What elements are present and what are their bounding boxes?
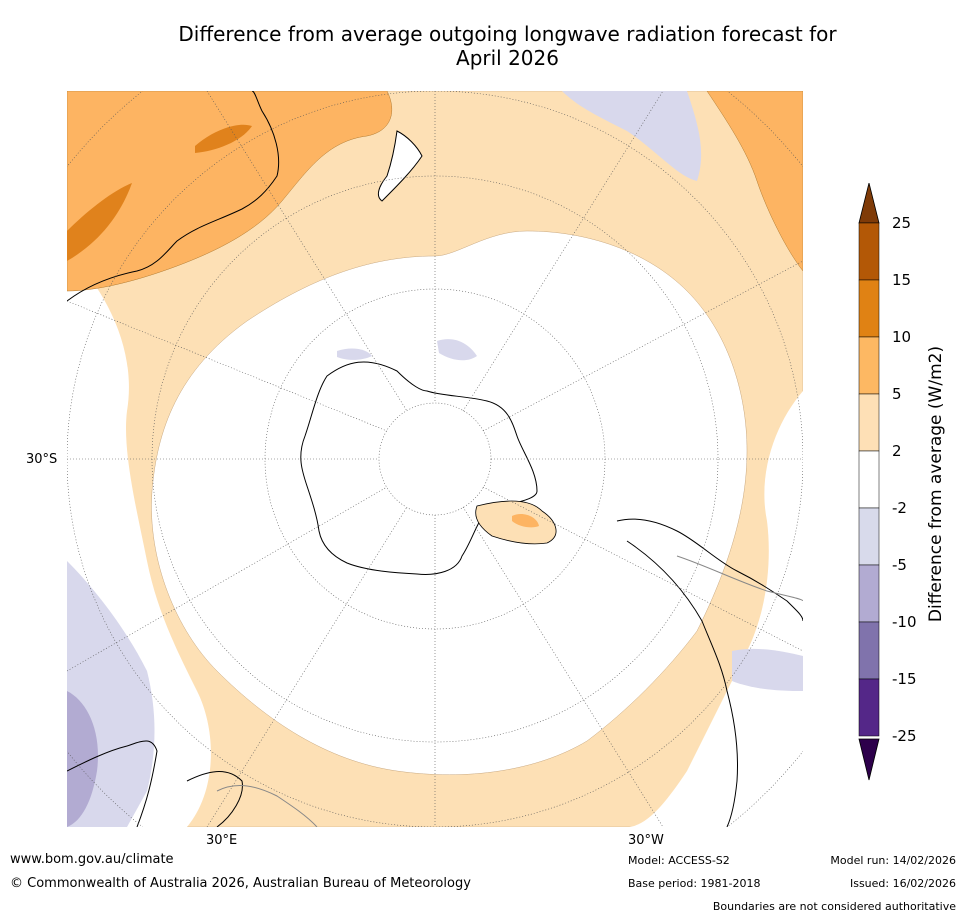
- anomaly-pos-5-10-ne: [706, 91, 803, 272]
- colorbar-tick-label: 2: [892, 442, 902, 460]
- graticule: [67, 91, 803, 827]
- polar-map: [67, 91, 803, 827]
- colorbar-tick-label: -5: [892, 556, 907, 574]
- footer-website[interactable]: www.bom.gov.au/climate: [10, 852, 174, 867]
- anomaly-neg-se: [732, 648, 803, 691]
- colorbar-title: Difference from average (W/m2): [926, 345, 946, 623]
- colorbar-bin: [858, 336, 880, 395]
- colorbar-bins: [858, 222, 880, 737]
- footer-model-run: Model run: 14/02/2026: [830, 854, 956, 867]
- anomaly-neg-sw-dark: [67, 691, 98, 827]
- colorbar-tick-label: 10: [892, 328, 912, 346]
- madagascar-coastline: [186, 771, 243, 827]
- anomaly-neg-antarctic-2: [337, 348, 372, 360]
- colorbar-bin: [858, 279, 880, 338]
- colorbar-tick-label: -10: [892, 613, 917, 631]
- footer-copyright: © Commonwealth of Australia 2026, Austra…: [10, 876, 471, 891]
- africa-coastline: [67, 740, 158, 827]
- colorbar-over-arrow: [858, 183, 880, 224]
- colorbar-bin: [858, 678, 880, 737]
- lon-label-30e: 30°E: [206, 833, 238, 848]
- footer-base-period: Base period: 1981-2018: [628, 877, 761, 890]
- south-america-border-gray: [676, 555, 803, 602]
- footer-model: Model: ACCESS-S2: [628, 854, 730, 867]
- lat-label-30s: 30°S: [26, 452, 58, 467]
- south-america-coastline: [616, 518, 803, 622]
- anomaly-pos-ring: [67, 91, 803, 827]
- lon-label-30w: 30°W: [628, 833, 664, 848]
- africa-border-gray: [216, 785, 318, 827]
- anomaly-pos-10-15: [67, 183, 132, 261]
- colorbar-tick-label: 25: [892, 214, 912, 232]
- colorbar-bin: [858, 507, 880, 566]
- colorbar: [858, 183, 880, 781]
- colorbar-tick-label: -2: [892, 499, 907, 517]
- new-zealand-coastline: [377, 130, 423, 202]
- chart-title: Difference from average outgoing longwav…: [60, 22, 955, 70]
- colorbar-tick-label: 5: [892, 385, 902, 403]
- colorbar-bin: [858, 621, 880, 680]
- anomaly-neg-north: [562, 91, 702, 181]
- footer-disclaimer: Boundaries are not considered authoritat…: [712, 900, 956, 913]
- colorbar-bin: [858, 564, 880, 623]
- colorbar-bin: [858, 393, 880, 452]
- anomaly-pos-peninsula: [512, 514, 539, 528]
- antarctica-coastline: [300, 361, 538, 575]
- anomaly-neg-antarctic: [437, 339, 477, 361]
- colorbar-bin: [858, 450, 880, 509]
- colorbar-tick-label: -15: [892, 670, 917, 688]
- footer-issued: Issued: 16/02/2026: [849, 877, 956, 890]
- anomaly-pos-10-15-2: [195, 124, 252, 153]
- anomaly-pos-5-10: [67, 91, 393, 292]
- colorbar-under-arrow: [858, 738, 880, 781]
- anomaly-neutral-zone-2: [627, 391, 803, 827]
- colorbar-tick-label: 15: [892, 271, 912, 289]
- australia-coastline: [67, 91, 280, 302]
- title-line-2: April 2026: [456, 46, 559, 70]
- title-line-1: Difference from average outgoing longwav…: [178, 22, 837, 46]
- colorbar-bin: [858, 222, 880, 281]
- south-america-coastline-2: [626, 540, 738, 827]
- colorbar-tick-label: -25: [892, 727, 917, 745]
